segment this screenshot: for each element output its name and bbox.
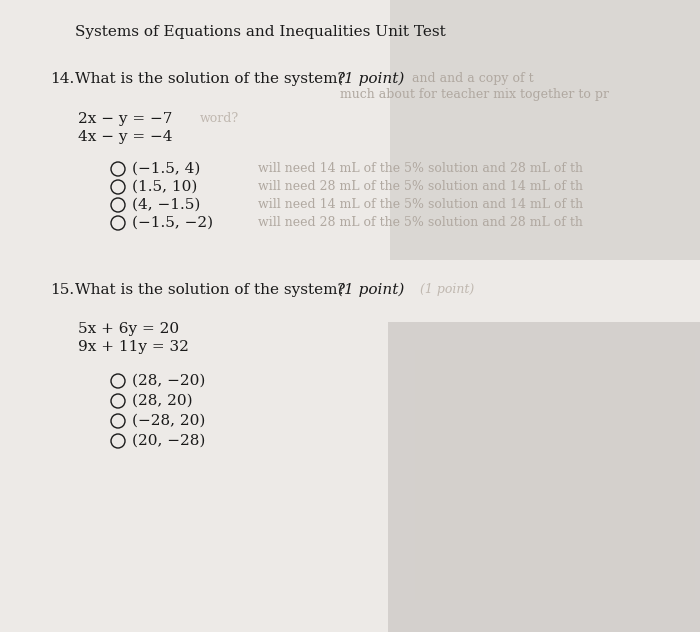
Text: (20, −28): (20, −28)	[132, 434, 205, 448]
Text: much about for teacher mix together to pr: much about for teacher mix together to p…	[340, 88, 609, 101]
Text: and and a copy of t: and and a copy of t	[412, 72, 533, 85]
Text: (−1.5, 4): (−1.5, 4)	[132, 162, 200, 176]
Bar	[390, 0, 700, 260]
Text: What is the solution of the system?: What is the solution of the system?	[75, 72, 346, 86]
Text: (4, −1.5): (4, −1.5)	[132, 198, 200, 212]
Text: 2x − y = −7: 2x − y = −7	[78, 112, 172, 126]
Text: 15.: 15.	[50, 283, 74, 297]
Text: (1.5, 10): (1.5, 10)	[132, 180, 197, 194]
Text: (1 point): (1 point)	[338, 72, 405, 87]
Text: 14.: 14.	[50, 72, 74, 86]
Text: will need 14 mL of the 5% solution and 28 mL of th: will need 14 mL of the 5% solution and 2…	[258, 162, 583, 175]
Text: will need 28 mL of the 5% solution and 28 mL of th: will need 28 mL of the 5% solution and 2…	[258, 216, 583, 229]
Text: (−1.5, −2): (−1.5, −2)	[132, 216, 213, 230]
Text: 5x + 6y = 20: 5x + 6y = 20	[78, 322, 179, 336]
Bar	[388, 322, 700, 632]
Text: (28, 20): (28, 20)	[132, 394, 193, 408]
Text: 4x − y = −4: 4x − y = −4	[78, 130, 172, 144]
Text: (1 point): (1 point)	[420, 283, 475, 296]
Text: (28, −20): (28, −20)	[132, 374, 205, 388]
Text: (−28, 20): (−28, 20)	[132, 414, 205, 428]
Text: Systems of Equations and Inequalities Unit Test: Systems of Equations and Inequalities Un…	[75, 25, 446, 39]
Text: will need 14 mL of the 5% solution and 14 mL of th: will need 14 mL of the 5% solution and 1…	[258, 198, 583, 211]
Text: will need 28 mL of the 5% solution and 14 mL of th: will need 28 mL of the 5% solution and 1…	[258, 180, 583, 193]
Text: What is the solution of the system?: What is the solution of the system?	[75, 283, 346, 297]
Text: 9x + 11y = 32: 9x + 11y = 32	[78, 340, 189, 354]
Bar	[415, 350, 695, 600]
Text: (1 point): (1 point)	[338, 283, 405, 298]
Text: word?: word?	[200, 112, 239, 125]
